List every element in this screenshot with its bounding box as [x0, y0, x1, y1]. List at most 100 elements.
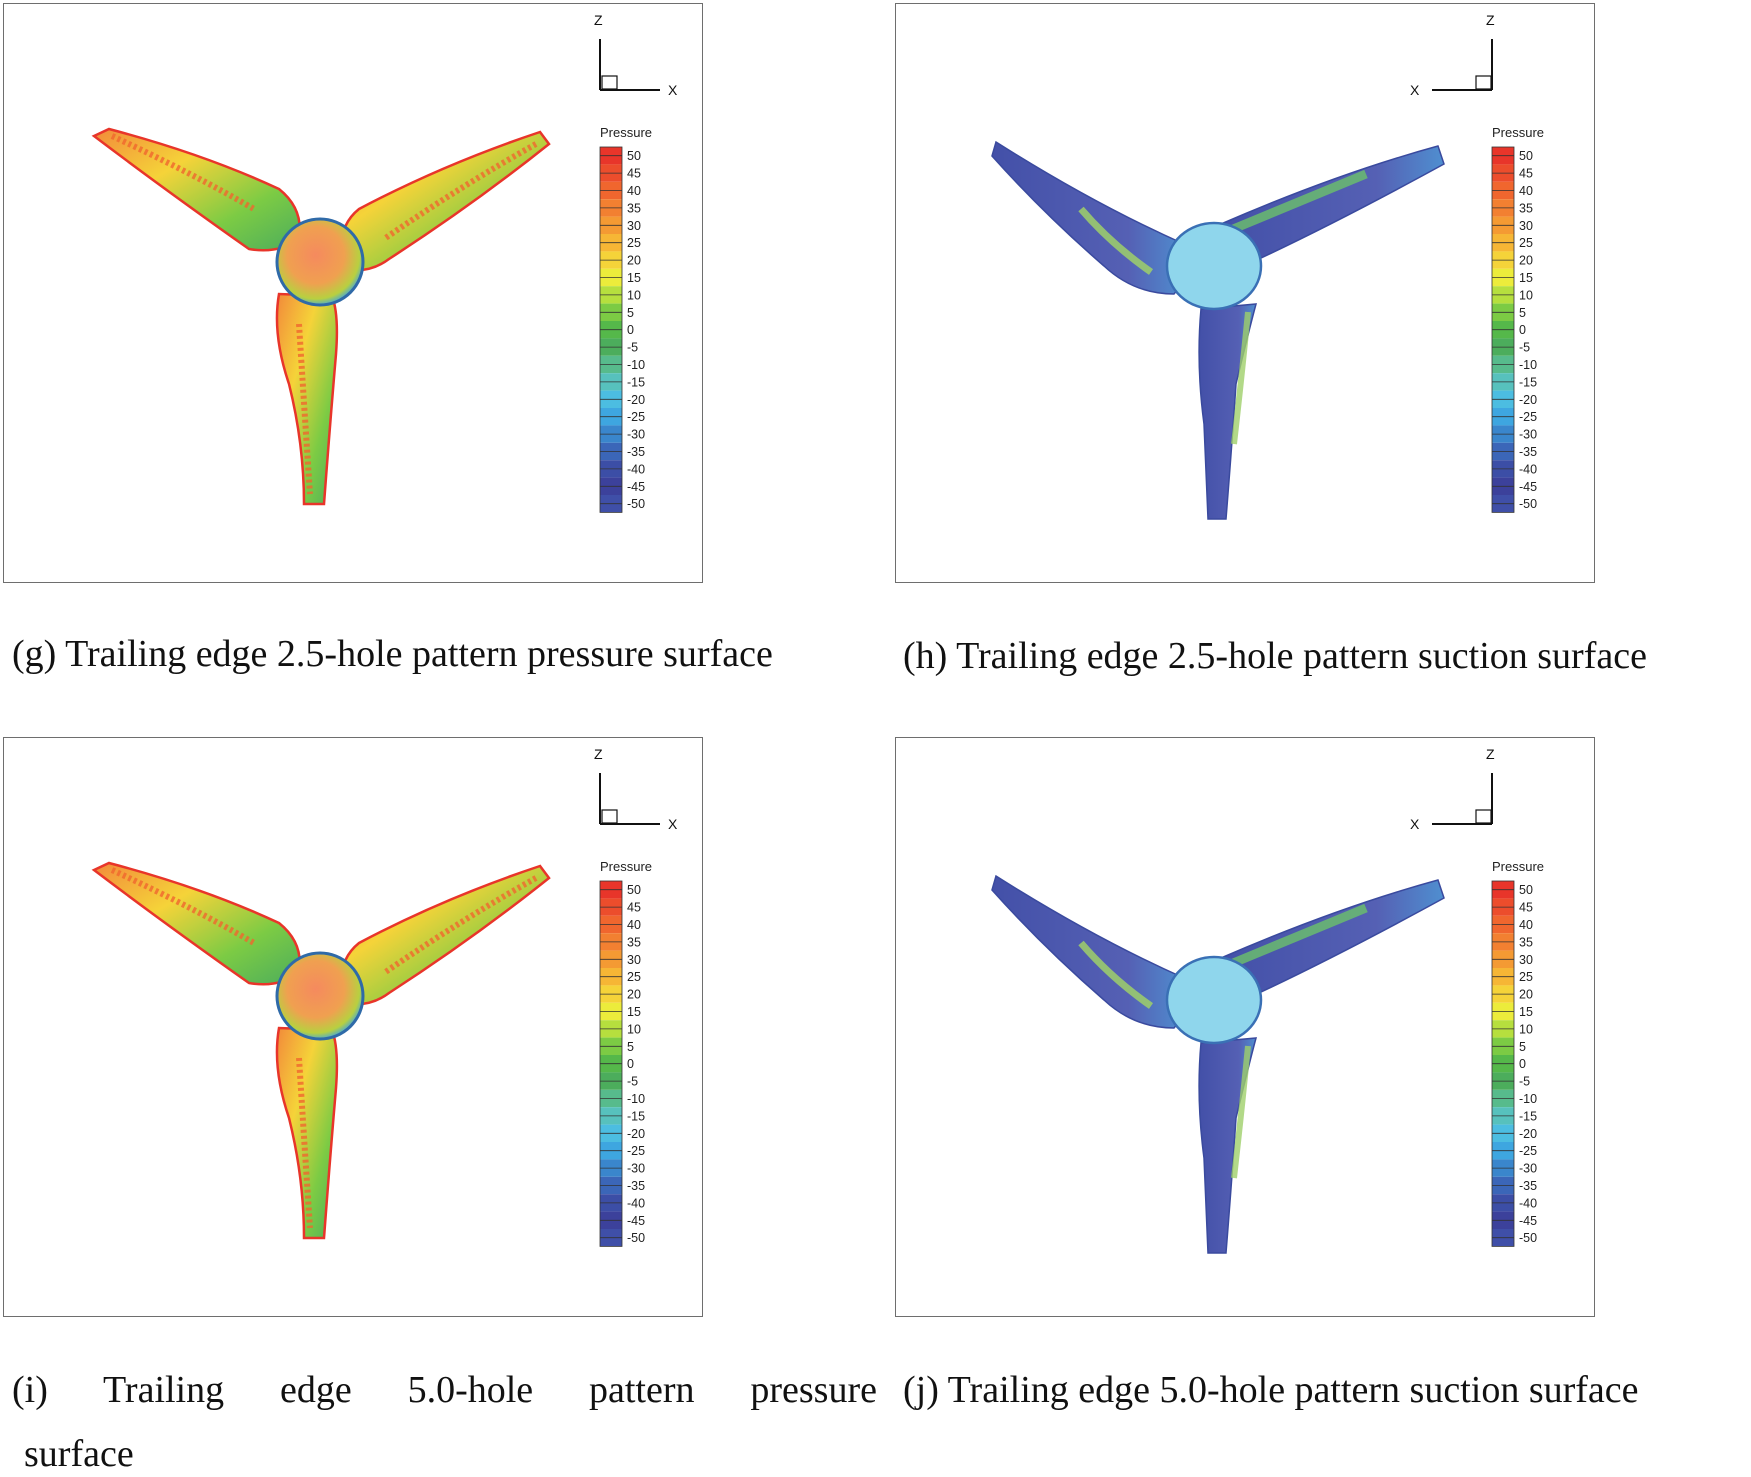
colorbar-title: Pressure	[600, 125, 652, 140]
blade-bottom	[275, 292, 339, 506]
x-axis-label: X	[668, 82, 678, 98]
rotor-hub	[1165, 221, 1263, 311]
axis-cube	[601, 75, 618, 90]
x-axis-label: X	[1410, 82, 1420, 98]
blade-edge-detail	[1078, 940, 1154, 1009]
z-axis-label: Z	[1486, 12, 1495, 28]
colorbar-label: 15	[627, 271, 641, 285]
blade-edge-detail	[1231, 1045, 1251, 1179]
colorbar-label: -30	[1519, 1162, 1537, 1176]
axis-cube	[1475, 75, 1492, 90]
colorbar-label: -45	[1519, 480, 1537, 494]
colorbar-label: -30	[1519, 428, 1537, 442]
colorbar-label: -20	[627, 1127, 645, 1141]
colorbar-label: 40	[1519, 918, 1533, 932]
colorbar-label: 35	[627, 935, 641, 949]
colorbar-label: 50	[627, 149, 641, 163]
colorbar-label: -10	[1519, 1092, 1537, 1106]
colorbar-label: -25	[627, 1144, 645, 1158]
colorbar-label: -40	[1519, 462, 1537, 476]
colorbar-label: 0	[1519, 1057, 1526, 1071]
colorbar-label: -20	[627, 393, 645, 407]
colorbar-label: 20	[1519, 988, 1533, 1002]
blade-edge-detail	[110, 133, 256, 212]
colorbar-label: -15	[1519, 1109, 1537, 1123]
caption-g: (g) Trailing edge 2.5-hole pattern press…	[12, 633, 773, 675]
panel-j: Z X Pressure 50 45 40 35 30 25 20 15 10 5 0 -5 -10 -15 -2…	[895, 737, 1595, 1317]
x-axis-label: X	[1410, 816, 1420, 832]
panel-i: Z X Pressure 50 45 40 35 30 25 20 15 10 5 0 -5 -10 -15 -2…	[3, 737, 703, 1317]
colorbar-label: -40	[627, 1196, 645, 1210]
colorbar-label: -40	[627, 462, 645, 476]
rotor-hub	[1165, 955, 1263, 1045]
blade-edge-detail	[382, 141, 538, 242]
colorbar-title: Pressure	[1492, 125, 1544, 140]
colorbar-label: 25	[1519, 236, 1533, 250]
x-axis-label: X	[668, 816, 678, 832]
colorbar-label: 50	[627, 883, 641, 897]
colorbar-label: 25	[1519, 970, 1533, 984]
colorbar-label: 15	[627, 1005, 641, 1019]
caption-j: (j) Trailing edge 5.0-hole pattern sucti…	[903, 1369, 1639, 1411]
blade-edge-detail	[1224, 903, 1368, 971]
colorbar-label: -5	[1519, 1075, 1530, 1089]
colorbar-label: 15	[1519, 271, 1533, 285]
colorbar-label: 20	[627, 988, 641, 1002]
colorbar-label: 20	[627, 254, 641, 268]
colorbar-label: 5	[627, 306, 634, 320]
colorbar-label: 50	[1519, 149, 1533, 163]
colorbar-label: -10	[627, 358, 645, 372]
rotor-hub	[275, 217, 365, 307]
colorbar-label: 15	[1519, 1005, 1533, 1019]
colorbar-label: -20	[1519, 1127, 1537, 1141]
colorbar-label: 30	[1519, 219, 1533, 233]
colorbar-frame	[1491, 880, 1515, 1247]
panel-g: Z X Pressure 50 45 40 35 30 25 20 15 10 5 0 -5 -10 -15 -2…	[3, 3, 703, 583]
colorbar-title: Pressure	[1492, 859, 1544, 874]
colorbar-label: -35	[1519, 445, 1537, 459]
blade-bottom	[275, 1026, 339, 1240]
colorbar-label: 45	[1519, 167, 1533, 181]
colorbar-label: -20	[1519, 393, 1537, 407]
colorbar-label: 0	[1519, 323, 1526, 337]
blade-edge-detail	[1078, 206, 1154, 275]
panel-j-plot: ZXPressure50454035302520151050-5-10-15-2…	[991, 746, 1544, 1254]
colorbar-label: 35	[627, 201, 641, 215]
colorbar-label: 0	[627, 1057, 634, 1071]
colorbar-label: 40	[1519, 184, 1533, 198]
blade-edge-detail	[382, 875, 538, 976]
z-axis-label: Z	[594, 746, 603, 762]
blade-edge-detail	[110, 867, 256, 946]
colorbar-label: 10	[627, 1022, 641, 1036]
panel-i-plot: ZXPressure50454035302520151050-5-10-15-2…	[91, 746, 678, 1247]
colorbar-label: -35	[1519, 1179, 1537, 1193]
colorbar-label: -50	[1519, 1231, 1537, 1245]
colorbar-frame	[599, 880, 623, 1247]
colorbar-label: 5	[627, 1040, 634, 1054]
panel-h: Z X Pressure 50 45 40 35 30 25 20 15 10 5 0 -5 -10 -15 -2…	[895, 3, 1595, 583]
colorbar-label: 5	[1519, 1040, 1526, 1054]
colorbar-label: -25	[1519, 1144, 1537, 1158]
colorbar-frame	[1491, 146, 1515, 513]
colorbar-label: -10	[1519, 358, 1537, 372]
colorbar-title: Pressure	[600, 859, 652, 874]
colorbar-label: -10	[627, 1092, 645, 1106]
blade-upper-left	[91, 127, 302, 252]
z-axis-label: Z	[594, 12, 603, 28]
colorbar-label: -50	[1519, 497, 1537, 511]
colorbar-label: 45	[1519, 901, 1533, 915]
colorbar-label: -30	[627, 428, 645, 442]
colorbar-label: 35	[1519, 935, 1533, 949]
colorbar-label: -45	[627, 1214, 645, 1228]
colorbar-label: 45	[627, 901, 641, 915]
rotor-hub	[275, 951, 365, 1041]
blade-upper-left	[91, 861, 302, 986]
colorbar-label: 25	[627, 236, 641, 250]
colorbar-label: 40	[627, 918, 641, 932]
colorbar-label: 30	[627, 953, 641, 967]
blade-edge-detail	[1224, 169, 1368, 237]
z-axis-label: Z	[1486, 746, 1495, 762]
colorbar-label: -50	[627, 497, 645, 511]
blade-edge-detail	[1231, 311, 1251, 445]
colorbar-label: 25	[627, 970, 641, 984]
